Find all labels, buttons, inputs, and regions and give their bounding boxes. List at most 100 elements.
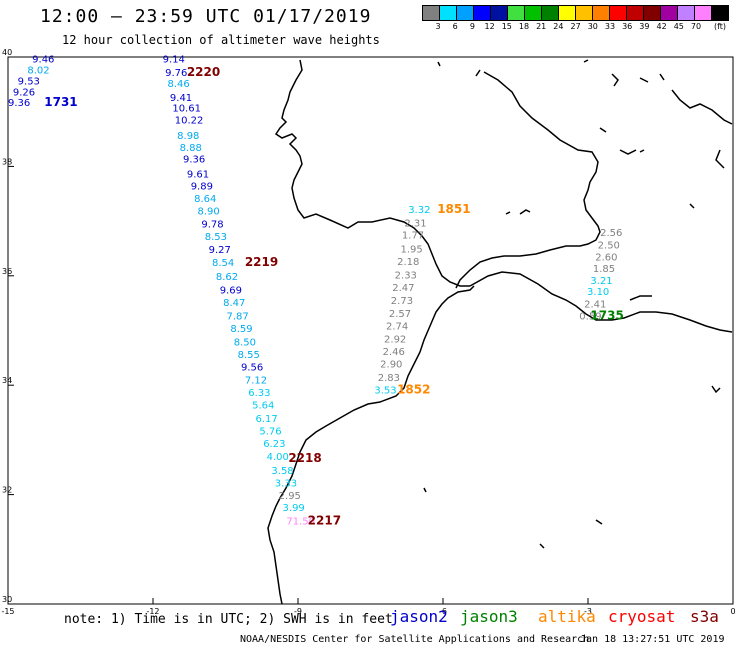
colorbar-label: 42 bbox=[656, 22, 667, 31]
lat-tick-label: 30 bbox=[2, 595, 12, 604]
lon-tick-label: 0 bbox=[730, 607, 735, 616]
wave-height-value: 0.59 bbox=[579, 312, 601, 323]
wave-height-value: 2.18 bbox=[397, 257, 419, 268]
wave-height-value: 9.14 bbox=[163, 54, 185, 65]
map-frame bbox=[7, 56, 734, 605]
wave-height-value: 3.10 bbox=[587, 287, 609, 298]
colorbar-label: 18 bbox=[518, 22, 530, 31]
wave-height-value: 2.57 bbox=[389, 309, 411, 320]
footer-timestamp: Jan 18 13:27:51 UTC 2019 bbox=[580, 634, 725, 645]
pass-time-label: 1731 bbox=[44, 95, 77, 109]
wave-height-value: 3.53 bbox=[374, 385, 396, 396]
colorbar-label: 36 bbox=[622, 22, 633, 31]
wave-height-value: 8.55 bbox=[238, 350, 260, 361]
footer-credit: NOAA/NESDIS Center for Satellite Applica… bbox=[240, 634, 590, 645]
wave-height-value: 2.41 bbox=[584, 300, 606, 311]
wave-height-value: 8.64 bbox=[194, 194, 216, 205]
colorbar-unit: (ft) bbox=[714, 22, 727, 31]
wave-height-value: 2.90 bbox=[380, 360, 402, 371]
wave-height-value: 8.88 bbox=[180, 143, 202, 154]
wave-height-value: 3.58 bbox=[271, 466, 293, 477]
page-title: 12:00 – 23:59 UTC 01/17/2019 bbox=[40, 6, 372, 27]
pass-time-label: 2217 bbox=[308, 514, 341, 528]
wave-height-value: 7.12 bbox=[245, 376, 267, 387]
wave-height-value: 10.61 bbox=[172, 104, 201, 115]
colorbar-label: 15 bbox=[501, 22, 512, 31]
lon-tick-label: -9 bbox=[294, 607, 302, 616]
wave-height-value: 9.36 bbox=[183, 155, 205, 166]
wave-height-value: 9.41 bbox=[170, 93, 192, 104]
wave-height-value: 8.02 bbox=[27, 65, 49, 76]
pass-labels: 1731 2220 2219 2218 2217 1851 1852 1735 bbox=[44, 65, 624, 528]
wave-height-value: 8.54 bbox=[212, 258, 234, 269]
wave-height-value: 1.85 bbox=[593, 264, 615, 275]
legend-jason2: jason2 bbox=[390, 607, 448, 626]
pass-time-label: 1851 bbox=[437, 202, 470, 216]
wave-height-value: 3.99 bbox=[283, 503, 305, 514]
colorbar-label: 9 bbox=[469, 22, 475, 31]
colorbar-cell bbox=[711, 5, 729, 21]
coastline bbox=[267, 59, 733, 605]
colorbar-label: 21 bbox=[536, 22, 547, 31]
wave-height-value: 2.92 bbox=[384, 335, 406, 346]
wave-height-value: 2.31 bbox=[404, 219, 426, 230]
wave-height-value: 9.78 bbox=[201, 220, 223, 231]
wave-height-value: 8.98 bbox=[177, 131, 199, 142]
legend-s3a: s3a bbox=[690, 607, 719, 626]
wave-height-value: 10.22 bbox=[175, 116, 204, 127]
colorbar-label: 30 bbox=[587, 22, 598, 31]
wave-height-value: 71.50 bbox=[286, 517, 315, 528]
lat-tick-label: 32 bbox=[2, 486, 12, 495]
wave-height-value: 9.53 bbox=[18, 76, 40, 87]
wave-height-value: 2.46 bbox=[383, 347, 405, 358]
colorbar-labels: 3 6 9 12 15 18 21 24 27 30 33 36 39 42 45 70 (ft) bbox=[422, 22, 732, 34]
lat-tick-label: 40 bbox=[2, 48, 12, 57]
colorbar-label: 3 bbox=[435, 22, 441, 31]
colorbar-label: 24 bbox=[553, 22, 564, 31]
wave-height-value: 5.76 bbox=[259, 426, 281, 437]
wave-height-values: 9.468.029.539.269.369.149.768.469.4110.6… bbox=[8, 54, 622, 527]
wave-height-value: 8.53 bbox=[205, 232, 227, 243]
colorbar-label: 70 bbox=[690, 22, 702, 31]
pass-time-label: 2218 bbox=[288, 451, 321, 465]
wave-height-value: 2.33 bbox=[395, 271, 417, 282]
colorbar-label: 12 bbox=[484, 22, 495, 31]
wave-height-value: 9.89 bbox=[191, 181, 213, 192]
lon-tick-label: -6 bbox=[439, 607, 447, 616]
lat-tick-label: 36 bbox=[2, 267, 12, 276]
wave-height-value: 9.76 bbox=[165, 68, 187, 79]
pass-time-label: 2219 bbox=[245, 255, 278, 269]
wave-height-value: 3.33 bbox=[275, 478, 297, 489]
pass-time-label: 1852 bbox=[397, 382, 430, 396]
wave-height-value: 2.47 bbox=[392, 283, 414, 294]
wave-height-value: 8.47 bbox=[223, 298, 245, 309]
axis-ticks: -15 -12 -9 -6 -3 0 40 38 36 34 32 30 bbox=[1, 48, 735, 616]
lat-tick-label: 38 bbox=[2, 157, 12, 166]
wave-height-value: 9.27 bbox=[209, 245, 231, 256]
colorbar-label: 39 bbox=[639, 22, 650, 31]
colorbar-label: 6 bbox=[452, 22, 458, 31]
wave-height-value: 6.23 bbox=[263, 439, 285, 450]
wave-height-value: 8.90 bbox=[197, 207, 219, 218]
wave-height-value: 9.69 bbox=[220, 285, 242, 296]
wave-height-value: 3.21 bbox=[590, 276, 612, 287]
wave-height-value: 7.87 bbox=[226, 312, 248, 323]
wave-height-value: 1.77 bbox=[402, 231, 424, 242]
wave-height-value: 2.50 bbox=[598, 240, 620, 251]
wave-height-value: 5.64 bbox=[252, 401, 274, 412]
wave-height-value: 9.36 bbox=[8, 98, 30, 109]
wave-height-value: 3.32 bbox=[408, 205, 430, 216]
wave-height-value: 8.62 bbox=[216, 272, 238, 283]
pass-time-label: 2220 bbox=[187, 65, 220, 79]
wave-height-value: 9.46 bbox=[32, 54, 54, 65]
lon-tick-label: -15 bbox=[1, 607, 14, 616]
colorbar-label: 27 bbox=[570, 22, 581, 31]
lon-tick-label: -12 bbox=[146, 607, 159, 616]
wave-height-value: 8.46 bbox=[168, 79, 190, 90]
wave-height-value: 6.17 bbox=[255, 414, 277, 425]
wave-height-value: 2.60 bbox=[595, 252, 617, 263]
lat-tick-label: 34 bbox=[2, 376, 12, 385]
wave-height-value: 2.95 bbox=[279, 491, 301, 502]
wave-height-value: 2.73 bbox=[391, 296, 413, 307]
